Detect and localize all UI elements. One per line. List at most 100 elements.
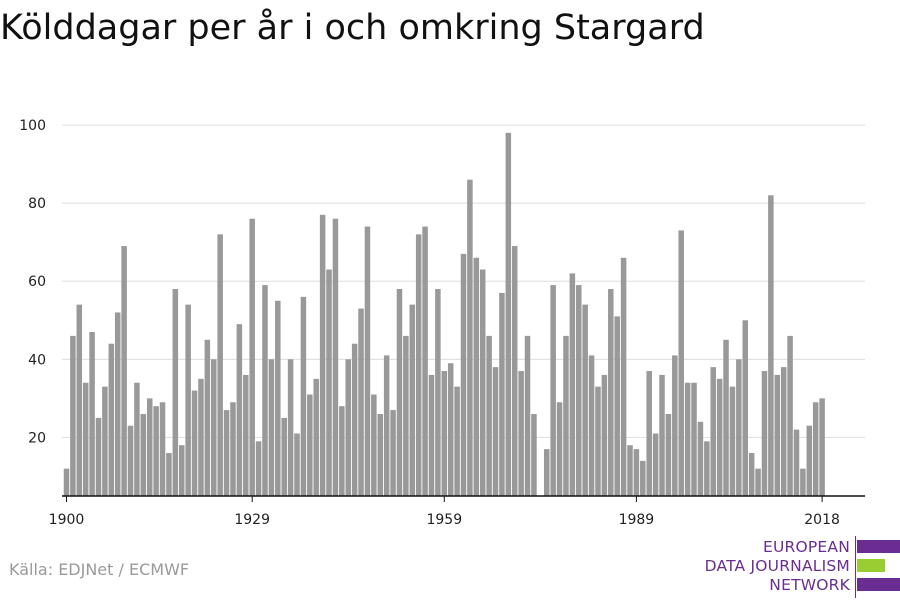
bar-1901[interactable] [70, 335, 76, 496]
bar-1963[interactable] [467, 179, 473, 496]
bar-1969[interactable] [505, 132, 512, 496]
bar-2006[interactable] [742, 320, 749, 496]
bar-1924[interactable] [217, 234, 223, 497]
bar-1970[interactable] [511, 246, 518, 496]
bar-1949[interactable] [377, 413, 384, 496]
bar-1911[interactable] [134, 382, 140, 496]
bar-1921[interactable] [198, 378, 204, 496]
bar-2015[interactable] [800, 468, 806, 496]
bar-2004[interactable] [729, 386, 736, 496]
bar-1987[interactable] [620, 257, 627, 496]
bar-1996[interactable] [678, 230, 684, 496]
bar-1938[interactable] [307, 394, 313, 496]
bar-1964[interactable] [473, 257, 480, 496]
bar-2002[interactable] [716, 378, 723, 496]
bar-1957[interactable] [428, 374, 435, 496]
bar-1950[interactable] [383, 355, 390, 496]
bar-1919[interactable] [185, 304, 191, 496]
edjnet-logo[interactable]: EUROPEAN DATA JOURNALISM NETWORK [700, 536, 900, 598]
bar-1939[interactable] [313, 378, 319, 496]
bar-1907[interactable] [108, 343, 115, 496]
bar-1914[interactable] [153, 406, 159, 496]
bar-1930[interactable] [255, 441, 262, 496]
bar-1913[interactable] [146, 398, 153, 496]
bar-1909[interactable] [121, 246, 127, 496]
bar-1985[interactable] [608, 289, 614, 496]
bar-1936[interactable] [294, 433, 300, 496]
bar-2017[interactable] [812, 402, 819, 496]
bar-1991[interactable] [646, 371, 652, 496]
bar-1915[interactable] [159, 402, 166, 496]
bar-1956[interactable] [422, 226, 428, 496]
bar-1954[interactable] [409, 304, 416, 496]
bar-1981[interactable] [582, 304, 588, 496]
bar-1959[interactable] [441, 371, 448, 496]
bar-1933[interactable] [275, 300, 281, 496]
bar-1980[interactable] [576, 285, 582, 496]
bar-1960[interactable] [447, 363, 454, 496]
bar-1900[interactable] [63, 468, 70, 496]
bar-1968[interactable] [499, 292, 505, 496]
bar-1943[interactable] [339, 406, 345, 496]
bar-1973[interactable] [531, 413, 537, 496]
bar-2014[interactable] [793, 429, 800, 496]
bar-1979[interactable] [569, 273, 576, 496]
bar-1986[interactable] [614, 316, 620, 496]
bar-1993[interactable] [659, 374, 665, 496]
bar-1927[interactable] [236, 324, 243, 496]
bar-1931[interactable] [262, 285, 268, 496]
bar-2018[interactable] [819, 398, 825, 496]
bar-1903[interactable] [82, 382, 89, 496]
bar-1934[interactable] [281, 417, 287, 496]
bar-1906[interactable] [102, 386, 108, 496]
bar-1967[interactable] [492, 367, 499, 496]
bar-1962[interactable] [460, 253, 467, 496]
bar-1932[interactable] [268, 359, 275, 496]
bar-1989[interactable] [633, 449, 640, 496]
bar-1905[interactable] [95, 417, 102, 496]
bar-1944[interactable] [345, 359, 351, 496]
bar-1937[interactable] [300, 296, 307, 496]
bar-1918[interactable] [178, 445, 185, 496]
bar-1998[interactable] [691, 382, 697, 496]
bar-1912[interactable] [140, 413, 147, 496]
bar-2008[interactable] [755, 468, 761, 496]
bar-1952[interactable] [396, 289, 403, 496]
bar-1971[interactable] [518, 371, 524, 496]
bar-1953[interactable] [403, 335, 409, 496]
bar-1942[interactable] [332, 218, 339, 496]
bar-2013[interactable] [787, 335, 793, 496]
bar-1923[interactable] [211, 359, 217, 496]
bar-1976[interactable] [550, 285, 556, 496]
bar-2000[interactable] [704, 441, 710, 496]
bar-1946[interactable] [358, 308, 364, 496]
bar-1920[interactable] [191, 390, 198, 496]
bar-2001[interactable] [710, 367, 716, 496]
bar-1990[interactable] [640, 460, 646, 496]
bar-1941[interactable] [326, 269, 332, 496]
bar-1908[interactable] [114, 312, 121, 496]
bar-1997[interactable] [684, 382, 691, 496]
bar-1935[interactable] [287, 359, 294, 496]
bar-1926[interactable] [230, 402, 236, 496]
bar-1982[interactable] [588, 355, 595, 496]
bar-1940[interactable] [319, 214, 326, 497]
bar-2003[interactable] [723, 339, 729, 496]
bar-1955[interactable] [415, 234, 422, 497]
bar-1983[interactable] [595, 386, 601, 496]
bar-1984[interactable] [601, 374, 608, 496]
bar-1910[interactable] [127, 425, 134, 496]
bar-1948[interactable] [371, 394, 377, 496]
bar-1999[interactable] [697, 421, 704, 496]
bar-1917[interactable] [172, 289, 179, 496]
bar-1978[interactable] [563, 335, 569, 496]
bar-1992[interactable] [652, 433, 659, 496]
bar-1965[interactable] [479, 269, 486, 496]
bar-1977[interactable] [556, 402, 563, 496]
bar-2007[interactable] [748, 453, 755, 496]
bar-1925[interactable] [223, 410, 230, 496]
bar-1961[interactable] [454, 386, 460, 496]
bar-1966[interactable] [486, 335, 492, 496]
bar-2009[interactable] [761, 371, 768, 496]
bar-1995[interactable] [672, 355, 678, 496]
